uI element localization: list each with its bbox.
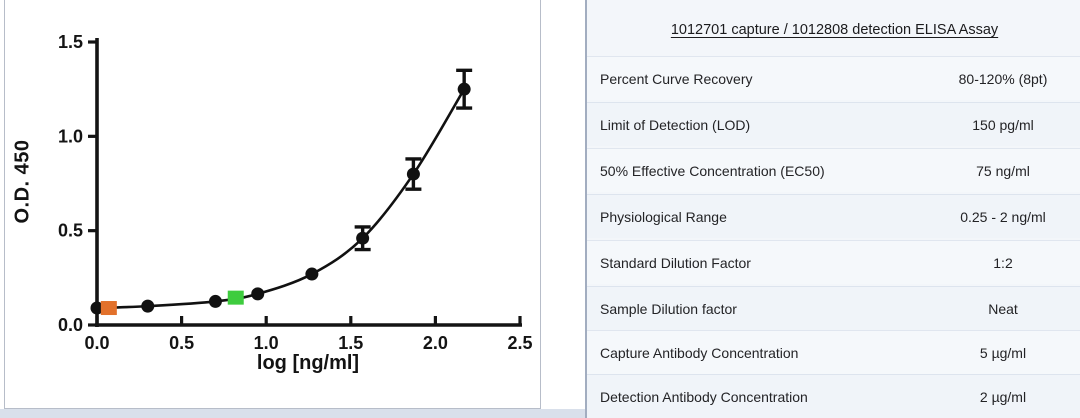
data-point — [406, 167, 420, 181]
assay-summary-table: 1012701 capture / 1012808 detection ELIS… — [585, 0, 1080, 418]
table-row: Capture Antibody Concentration 5 µg/ml — [587, 330, 1080, 374]
table-row: 50% Effective Concentration (EC50) 75 ng… — [587, 148, 1080, 192]
row-label: Limit of Detection (LOD) — [600, 116, 751, 133]
y-tick-label: 1.0 — [58, 126, 83, 146]
standard-curve-panel: 0.0 0.5 1.0 1.5 0.0 0.5 1.0 1.5 2.0 2.5 O.D. 450 … — [4, 0, 541, 409]
x-tick-label: 2.0 — [423, 333, 448, 353]
row-label: Percent Curve Recovery — [600, 70, 753, 87]
x-tick-label: 1.0 — [254, 333, 279, 353]
x-tick-label: 0.5 — [169, 333, 194, 353]
row-label: Detection Antibody Concentration — [600, 388, 808, 405]
assay-table-title: 1012701 capture / 1012808 detection ELIS… — [670, 22, 999, 38]
panel-bottom-margin — [0, 409, 585, 418]
y-tick-label: 0.0 — [58, 315, 83, 335]
row-value: 80-120% (8pt) — [958, 70, 1048, 87]
row-label: Physiological Range — [600, 208, 727, 225]
orange-control-marker — [100, 301, 117, 316]
row-value: Neat — [988, 300, 1018, 317]
data-point — [90, 301, 104, 315]
green-control-marker — [227, 290, 244, 305]
row-label: Capture Antibody Concentration — [600, 344, 799, 361]
table-row: Limit of Detection (LOD) 150 pg/ml — [587, 102, 1080, 146]
elisa-standard-curve-chart: 0.0 0.5 1.0 1.5 0.0 0.5 1.0 1.5 2.0 2.5 — [58, 32, 533, 353]
data-point — [457, 82, 471, 96]
table-row: Sample Dilution factor Neat — [587, 286, 1080, 330]
data-point — [356, 231, 370, 245]
x-tick-label: 1.5 — [338, 333, 363, 353]
row-value: 1:2 — [993, 254, 1013, 271]
x-axis-label: log [ng/ml] — [256, 352, 360, 374]
y-axis-label: O.D. 450 — [11, 139, 34, 224]
row-label: 50% Effective Concentration (EC50) — [600, 162, 825, 179]
x-tick-label: 0.0 — [84, 333, 109, 353]
row-label: Sample Dilution factor — [600, 300, 737, 317]
row-value: 75 ng/ml — [976, 162, 1030, 179]
table-row: Percent Curve Recovery 80-120% (8pt) — [587, 56, 1080, 100]
row-value: 150 pg/ml — [972, 116, 1034, 133]
data-point — [208, 294, 222, 308]
data-point — [141, 299, 155, 313]
data-point — [251, 287, 265, 301]
y-tick-label: 1.5 — [58, 32, 83, 52]
data-point — [305, 267, 319, 281]
row-value: 0.25 - 2 ng/ml — [960, 208, 1046, 225]
row-value: 2 µg/ml — [979, 388, 1027, 405]
table-row: Standard Dilution Factor 1:2 — [587, 240, 1080, 284]
row-label: Standard Dilution Factor — [600, 254, 751, 271]
curve-line — [96, 88, 466, 310]
y-tick-label: 0.5 — [58, 221, 83, 241]
table-row: Physiological Range 0.25 - 2 ng/ml — [587, 194, 1080, 238]
x-tick-label: 2.5 — [507, 333, 532, 353]
row-value: 5 µg/ml — [979, 344, 1027, 361]
table-row: Detection Antibody Concentration 2 µg/ml — [587, 374, 1080, 418]
